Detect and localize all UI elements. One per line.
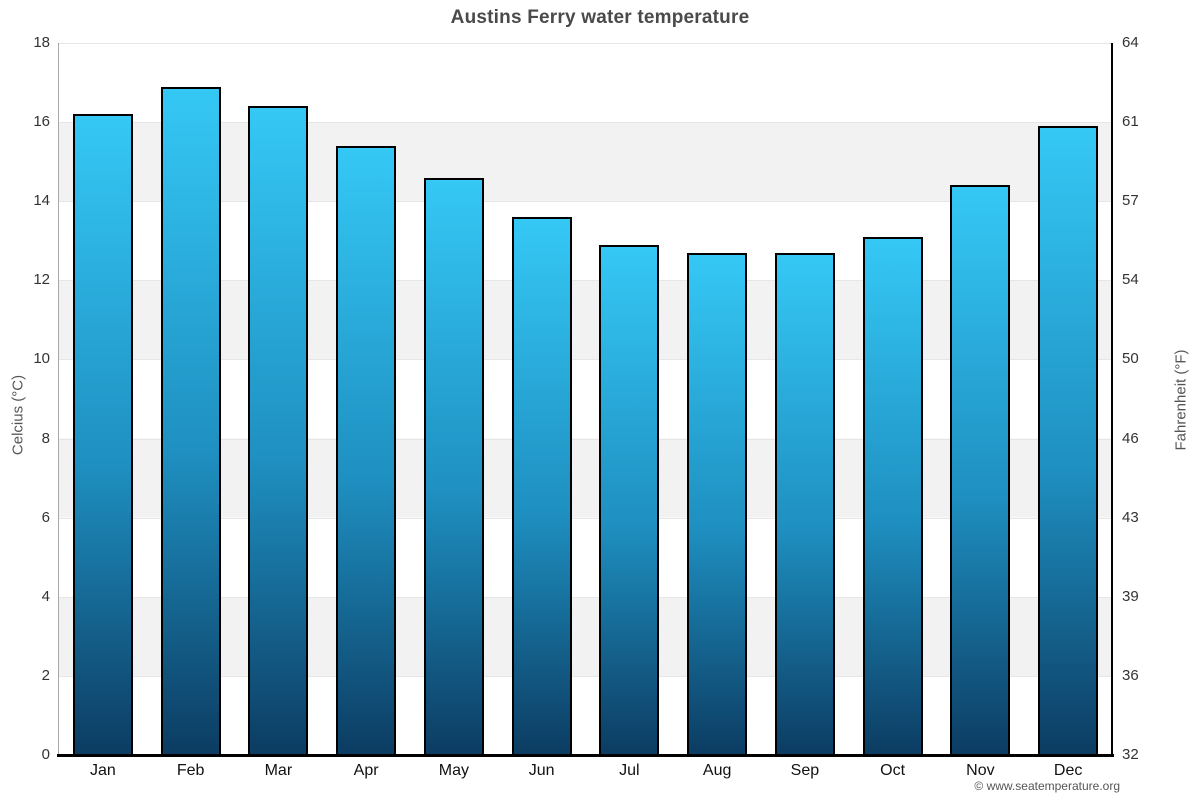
bar-aug[interactable] xyxy=(687,252,748,755)
chart-title: Austins Ferry water temperature xyxy=(450,7,750,28)
fahrenheit-tick-32: 32 xyxy=(1122,746,1139,763)
celsius-axis-line xyxy=(58,43,59,755)
celsius-tick-8: 8 xyxy=(41,429,50,447)
fahrenheit-tick-50: 50 xyxy=(1122,350,1139,368)
bar-apr[interactable] xyxy=(336,145,397,755)
gridline-10c xyxy=(59,359,1112,361)
y-axis-title-fahrenheit: Fahrenheit (°F) xyxy=(1172,349,1190,451)
gridline-12c xyxy=(59,280,1112,282)
gridline-8c xyxy=(59,438,1112,440)
bar-sep[interactable] xyxy=(774,252,835,755)
x-label-feb: Feb xyxy=(176,762,205,779)
x-label-jun: Jun xyxy=(528,762,555,779)
fahrenheit-tick-43: 43 xyxy=(1122,508,1139,526)
fahrenheit-tick-61: 61 xyxy=(1122,113,1139,131)
x-label-jul: Jul xyxy=(619,762,640,779)
celsius-tick-10: 10 xyxy=(33,350,50,368)
x-label-mar: Mar xyxy=(264,762,293,779)
bar-nov[interactable] xyxy=(950,185,1011,755)
x-label-nov: Nov xyxy=(966,762,995,779)
plot-area xyxy=(59,43,1112,755)
x-label-dec: Dec xyxy=(1053,762,1083,779)
x-label-oct: Oct xyxy=(880,762,906,779)
celsius-tick-14: 14 xyxy=(33,192,50,210)
bar-dec[interactable] xyxy=(1038,126,1099,755)
celsius-tick-18: 18 xyxy=(33,34,50,51)
bar-jan[interactable] xyxy=(72,114,133,755)
bar-may[interactable] xyxy=(423,177,484,755)
gridline-2c xyxy=(59,675,1112,677)
x-axis-line xyxy=(57,754,1114,757)
gridline-18c xyxy=(59,43,1112,44)
credits-link[interactable]: © www.seatemperature.org xyxy=(974,779,1120,793)
fahrenheit-axis-line xyxy=(1111,43,1113,755)
x-label-aug: Aug xyxy=(702,762,732,779)
bar-mar[interactable] xyxy=(248,106,309,755)
x-label-jan: Jan xyxy=(89,762,116,779)
celsius-tick-4: 4 xyxy=(41,587,50,605)
gridline-6c xyxy=(59,517,1112,519)
celsius-tick-0: 0 xyxy=(41,746,50,763)
x-label-sep: Sep xyxy=(790,762,820,779)
celsius-tick-2: 2 xyxy=(41,666,50,684)
fahrenheit-tick-64: 64 xyxy=(1122,34,1139,51)
bar-jun[interactable] xyxy=(511,217,572,755)
fahrenheit-tick-36: 36 xyxy=(1122,666,1139,684)
bar-oct[interactable] xyxy=(862,236,923,755)
gridline-4c xyxy=(59,596,1112,598)
fahrenheit-tick-39: 39 xyxy=(1122,587,1139,605)
x-label-apr: Apr xyxy=(353,762,379,779)
celsius-tick-12: 12 xyxy=(33,271,50,289)
x-label-may: May xyxy=(438,762,469,779)
bar-feb[interactable] xyxy=(160,86,221,755)
fahrenheit-tick-46: 46 xyxy=(1122,429,1139,447)
fahrenheit-tick-54: 54 xyxy=(1122,271,1139,289)
fahrenheit-tick-57: 57 xyxy=(1122,192,1139,210)
gridline-16c xyxy=(59,122,1112,124)
celsius-tick-6: 6 xyxy=(41,508,50,526)
bar-jul[interactable] xyxy=(599,244,660,755)
celsius-tick-16: 16 xyxy=(33,113,50,131)
gridline-14c xyxy=(59,201,1112,203)
